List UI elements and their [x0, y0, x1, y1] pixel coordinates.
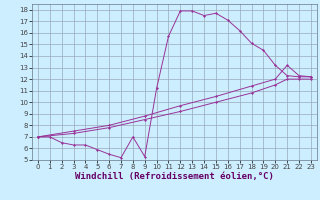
X-axis label: Windchill (Refroidissement éolien,°C): Windchill (Refroidissement éolien,°C) — [75, 172, 274, 181]
